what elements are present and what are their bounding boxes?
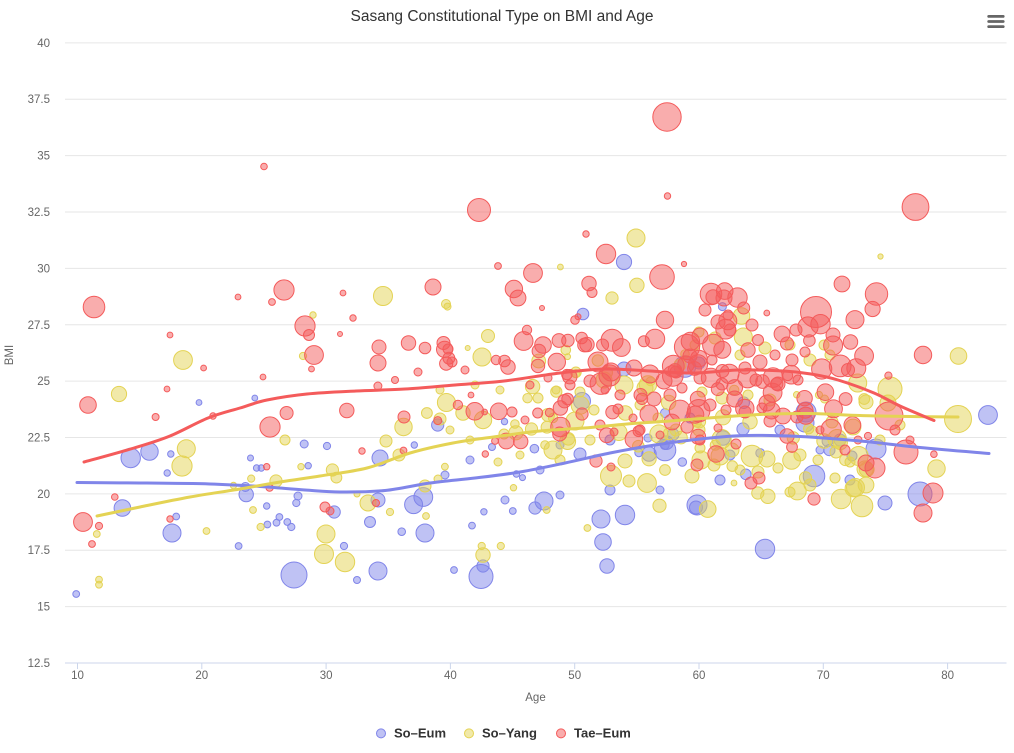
svg-text:BMI: BMI bbox=[4, 345, 16, 365]
svg-text:20: 20 bbox=[37, 489, 50, 501]
svg-text:40: 40 bbox=[444, 670, 457, 682]
svg-text:20: 20 bbox=[195, 670, 208, 682]
svg-text:Sasang Constitutional Type on: Sasang Constitutional Type on BMI and Ag… bbox=[350, 8, 653, 25]
svg-text:60: 60 bbox=[693, 670, 706, 682]
svg-text:Tae–Eum: Tae–Eum bbox=[574, 726, 631, 741]
svg-text:22.5: 22.5 bbox=[28, 433, 50, 445]
svg-text:32.5: 32.5 bbox=[28, 207, 50, 219]
svg-text:35: 35 bbox=[37, 151, 50, 163]
svg-text:30: 30 bbox=[320, 670, 333, 682]
svg-text:27.5: 27.5 bbox=[28, 320, 50, 332]
svg-text:17.5: 17.5 bbox=[28, 545, 50, 557]
svg-text:37.5: 37.5 bbox=[28, 94, 50, 106]
svg-text:10: 10 bbox=[71, 670, 84, 682]
svg-text:40: 40 bbox=[37, 38, 50, 50]
svg-text:12.5: 12.5 bbox=[28, 658, 50, 670]
svg-text:15: 15 bbox=[37, 602, 50, 614]
svg-text:25: 25 bbox=[37, 376, 50, 388]
svg-text:30: 30 bbox=[37, 263, 50, 275]
svg-text:80: 80 bbox=[941, 670, 954, 682]
svg-text:Age: Age bbox=[525, 692, 545, 704]
svg-text:So–Yang: So–Yang bbox=[482, 726, 537, 741]
svg-text:70: 70 bbox=[817, 670, 830, 682]
svg-text:50: 50 bbox=[568, 670, 581, 682]
svg-text:So–Eum: So–Eum bbox=[394, 726, 446, 741]
